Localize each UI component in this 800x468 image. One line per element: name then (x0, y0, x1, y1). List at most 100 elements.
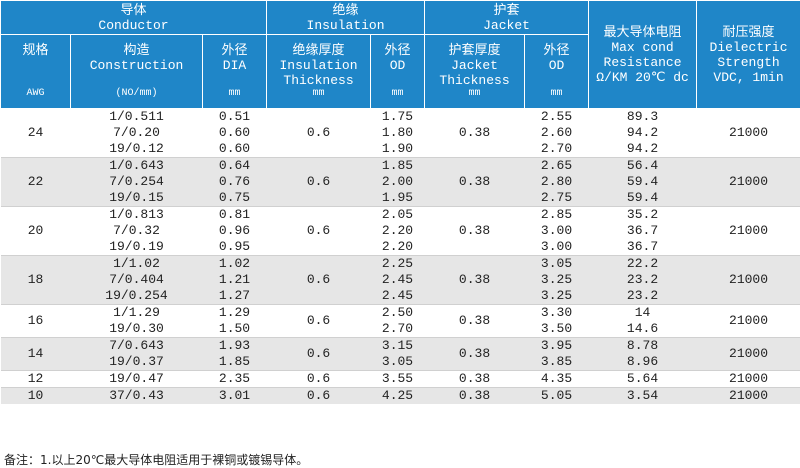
awg-cell: 20 (0, 206, 71, 256)
jacket-thickness-cell: 0.38 (424, 157, 525, 207)
construction-cell: 7/0.32 (70, 223, 203, 239)
jacket-od-cell: 3.00 (524, 239, 589, 256)
dielectric-header: 耐压强度 Dielectric Strength VDC, 1min (696, 0, 800, 109)
insulation-od-cell: 2.20 (370, 223, 425, 239)
jacket-od-cell: 2.85 (524, 206, 589, 223)
table-row: 7/0.32 0.96 2.20 3.00 36.7 (1, 223, 800, 239)
jacket-od-cell: 2.65 (524, 157, 589, 174)
insulation-od-cell: 3.55 (370, 370, 425, 388)
resistance-cell: 5.64 (588, 370, 697, 388)
resistance-cell: 59.4 (588, 174, 697, 190)
table-row: 7/0.20 0.60 1.80 2.60 94.2 (1, 125, 800, 141)
construction-cell: 37/0.43 (70, 387, 203, 404)
construction-cell: 1/1.02 (70, 255, 203, 272)
insulation-thickness-cell: 0.6 (266, 304, 371, 338)
resistance-cell: 94.2 (588, 141, 697, 158)
construction-cell: 19/0.37 (70, 354, 203, 371)
resistance-cell: 3.54 (588, 387, 697, 404)
jacket-od-cell: 2.70 (524, 141, 589, 158)
resistance-header: 最大导体电阻 Max cond Resistance Ω/KM 20℃ dc (588, 0, 698, 109)
resistance-cell: 56.4 (588, 157, 697, 174)
insulation-od-cell: 2.05 (370, 206, 425, 223)
construction-cell: 19/0.254 (70, 288, 203, 305)
jacket-thickness-cell: 0.38 (424, 206, 525, 256)
dia-cell: 0.95 (202, 239, 267, 256)
dielectric-cell: 21000 (696, 337, 800, 371)
spec-table: 导体 Conductor 绝缘 Insulation 护套 Jacket 最大导… (0, 0, 800, 404)
insulation-thickness-cell: 0.6 (266, 370, 371, 388)
table-body: 24 1/0.511 0.51 0.6 1.75 0.38 2.55 89.3 21000 7/0… (0, 108, 800, 404)
jacket-od-cell: 2.55 (524, 108, 589, 125)
construction-cell: 19/0.15 (70, 190, 203, 207)
jacket-od-cell: 2.75 (524, 190, 589, 207)
construction-cell: 19/0.12 (70, 141, 203, 158)
insulation-od-cell: 1.85 (370, 157, 425, 174)
resistance-cell: 22.2 (588, 255, 697, 272)
jacket-od-cell: 5.05 (524, 387, 589, 404)
jacket-od-cell: 2.80 (524, 174, 589, 190)
insulation-od-cell: 3.15 (370, 337, 425, 354)
insulation-od-header: 外径 OD mm (370, 34, 426, 109)
resistance-cell: 23.2 (588, 272, 697, 288)
construction-cell: 1/0.643 (70, 157, 203, 174)
table-row: 19/0.19 0.95 2.20 3.00 36.7 (1, 239, 800, 256)
dia-cell: 0.60 (202, 125, 267, 141)
insulation-thickness-cell: 0.6 (266, 157, 371, 207)
awg-cell: 22 (0, 157, 71, 207)
table-row: 24 1/0.511 0.51 0.6 1.75 0.38 2.55 89.3 21000 (0, 108, 800, 158)
dia-cell: 1.02 (202, 255, 267, 272)
jacket-od-cell: 3.85 (524, 354, 589, 371)
dia-cell: 1.50 (202, 321, 267, 338)
insulation-od-cell: 2.45 (370, 272, 425, 288)
resistance-cell: 14.6 (588, 321, 697, 338)
awg-cell: 12 (0, 370, 71, 388)
table-header: 导体 Conductor 绝缘 Insulation 护套 Jacket 最大导… (0, 0, 800, 109)
resistance-cell: 35.2 (588, 206, 697, 223)
insulation-od-cell: 1.95 (370, 190, 425, 207)
construction-cell: 1/0.511 (70, 108, 203, 125)
dielectric-cell: 21000 (696, 387, 800, 404)
resistance-cell: 36.7 (588, 239, 697, 256)
insulation-od-cell: 2.45 (370, 288, 425, 305)
dielectric-cell: 21000 (696, 370, 800, 388)
construction-cell: 19/0.30 (70, 321, 203, 338)
jacket-header: 护套 Jacket (424, 0, 590, 35)
dia-cell: 0.60 (202, 141, 267, 158)
insulation-od-cell: 4.25 (370, 387, 425, 404)
dielectric-cell: 21000 (696, 108, 800, 158)
insulation-thickness-cell: 0.6 (266, 255, 371, 305)
footnote: 备注：1.以上20℃最大导体电阻适用于裸铜或镀锡导体。 (4, 453, 309, 467)
dia-cell: 0.64 (202, 157, 267, 174)
table-row: 14 7/0.643 1.93 0.6 3.15 0.38 3.95 8.78 21000 (0, 337, 800, 371)
insulation-thickness-header: 绝缘厚度 Insulation Thickness mm (266, 34, 372, 109)
dia-cell: 0.96 (202, 223, 267, 239)
table-row: 19/0.15 0.75 1.95 2.75 59.4 (1, 190, 800, 207)
dielectric-cell: 21000 (696, 255, 800, 305)
awg-cell: 18 (0, 255, 71, 305)
dia-cell: 1.29 (202, 304, 267, 321)
table-row: 10 37/0.43 3.01 0.6 4.25 0.38 5.05 3.54 21000 (0, 387, 800, 404)
dia-header: 外径 DIA mm (201, 34, 268, 109)
jacket-thickness-cell: 0.38 (424, 304, 525, 338)
table-row: 16 1/1.29 1.29 0.6 2.50 0.38 3.30 14 21000 (0, 304, 800, 338)
dia-cell: 2.35 (202, 370, 267, 388)
insulation-od-cell: 1.90 (370, 141, 425, 158)
jacket-thickness-header: 护套厚度 Jacket Thickness mm (424, 34, 526, 109)
construction-cell: 19/0.19 (70, 239, 203, 256)
awg-cell: 16 (0, 304, 71, 338)
dia-cell: 1.93 (202, 337, 267, 354)
table-row: 20 1/0.813 0.81 0.6 2.05 0.38 2.85 35.2 21000 (0, 206, 800, 256)
jacket-od-cell: 3.25 (524, 288, 589, 305)
awg-cell: 24 (0, 108, 71, 158)
jacket-thickness-cell: 0.38 (424, 108, 525, 158)
insulation-od-cell: 1.75 (370, 108, 425, 125)
dia-cell: 0.75 (202, 190, 267, 207)
awg-cell: 14 (0, 337, 71, 371)
construction-cell: 7/0.643 (70, 337, 203, 354)
table-row: 19/0.37 1.85 3.05 3.85 8.96 (1, 354, 800, 371)
dia-cell: 1.85 (202, 354, 267, 371)
construction-cell: 19/0.47 (70, 370, 203, 388)
construction-cell: 1/0.813 (70, 206, 203, 223)
size-header: 规格 AWG (0, 34, 71, 109)
table-row: 18 1/1.02 1.02 0.6 2.25 0.38 3.05 22.2 21000 (0, 255, 800, 305)
